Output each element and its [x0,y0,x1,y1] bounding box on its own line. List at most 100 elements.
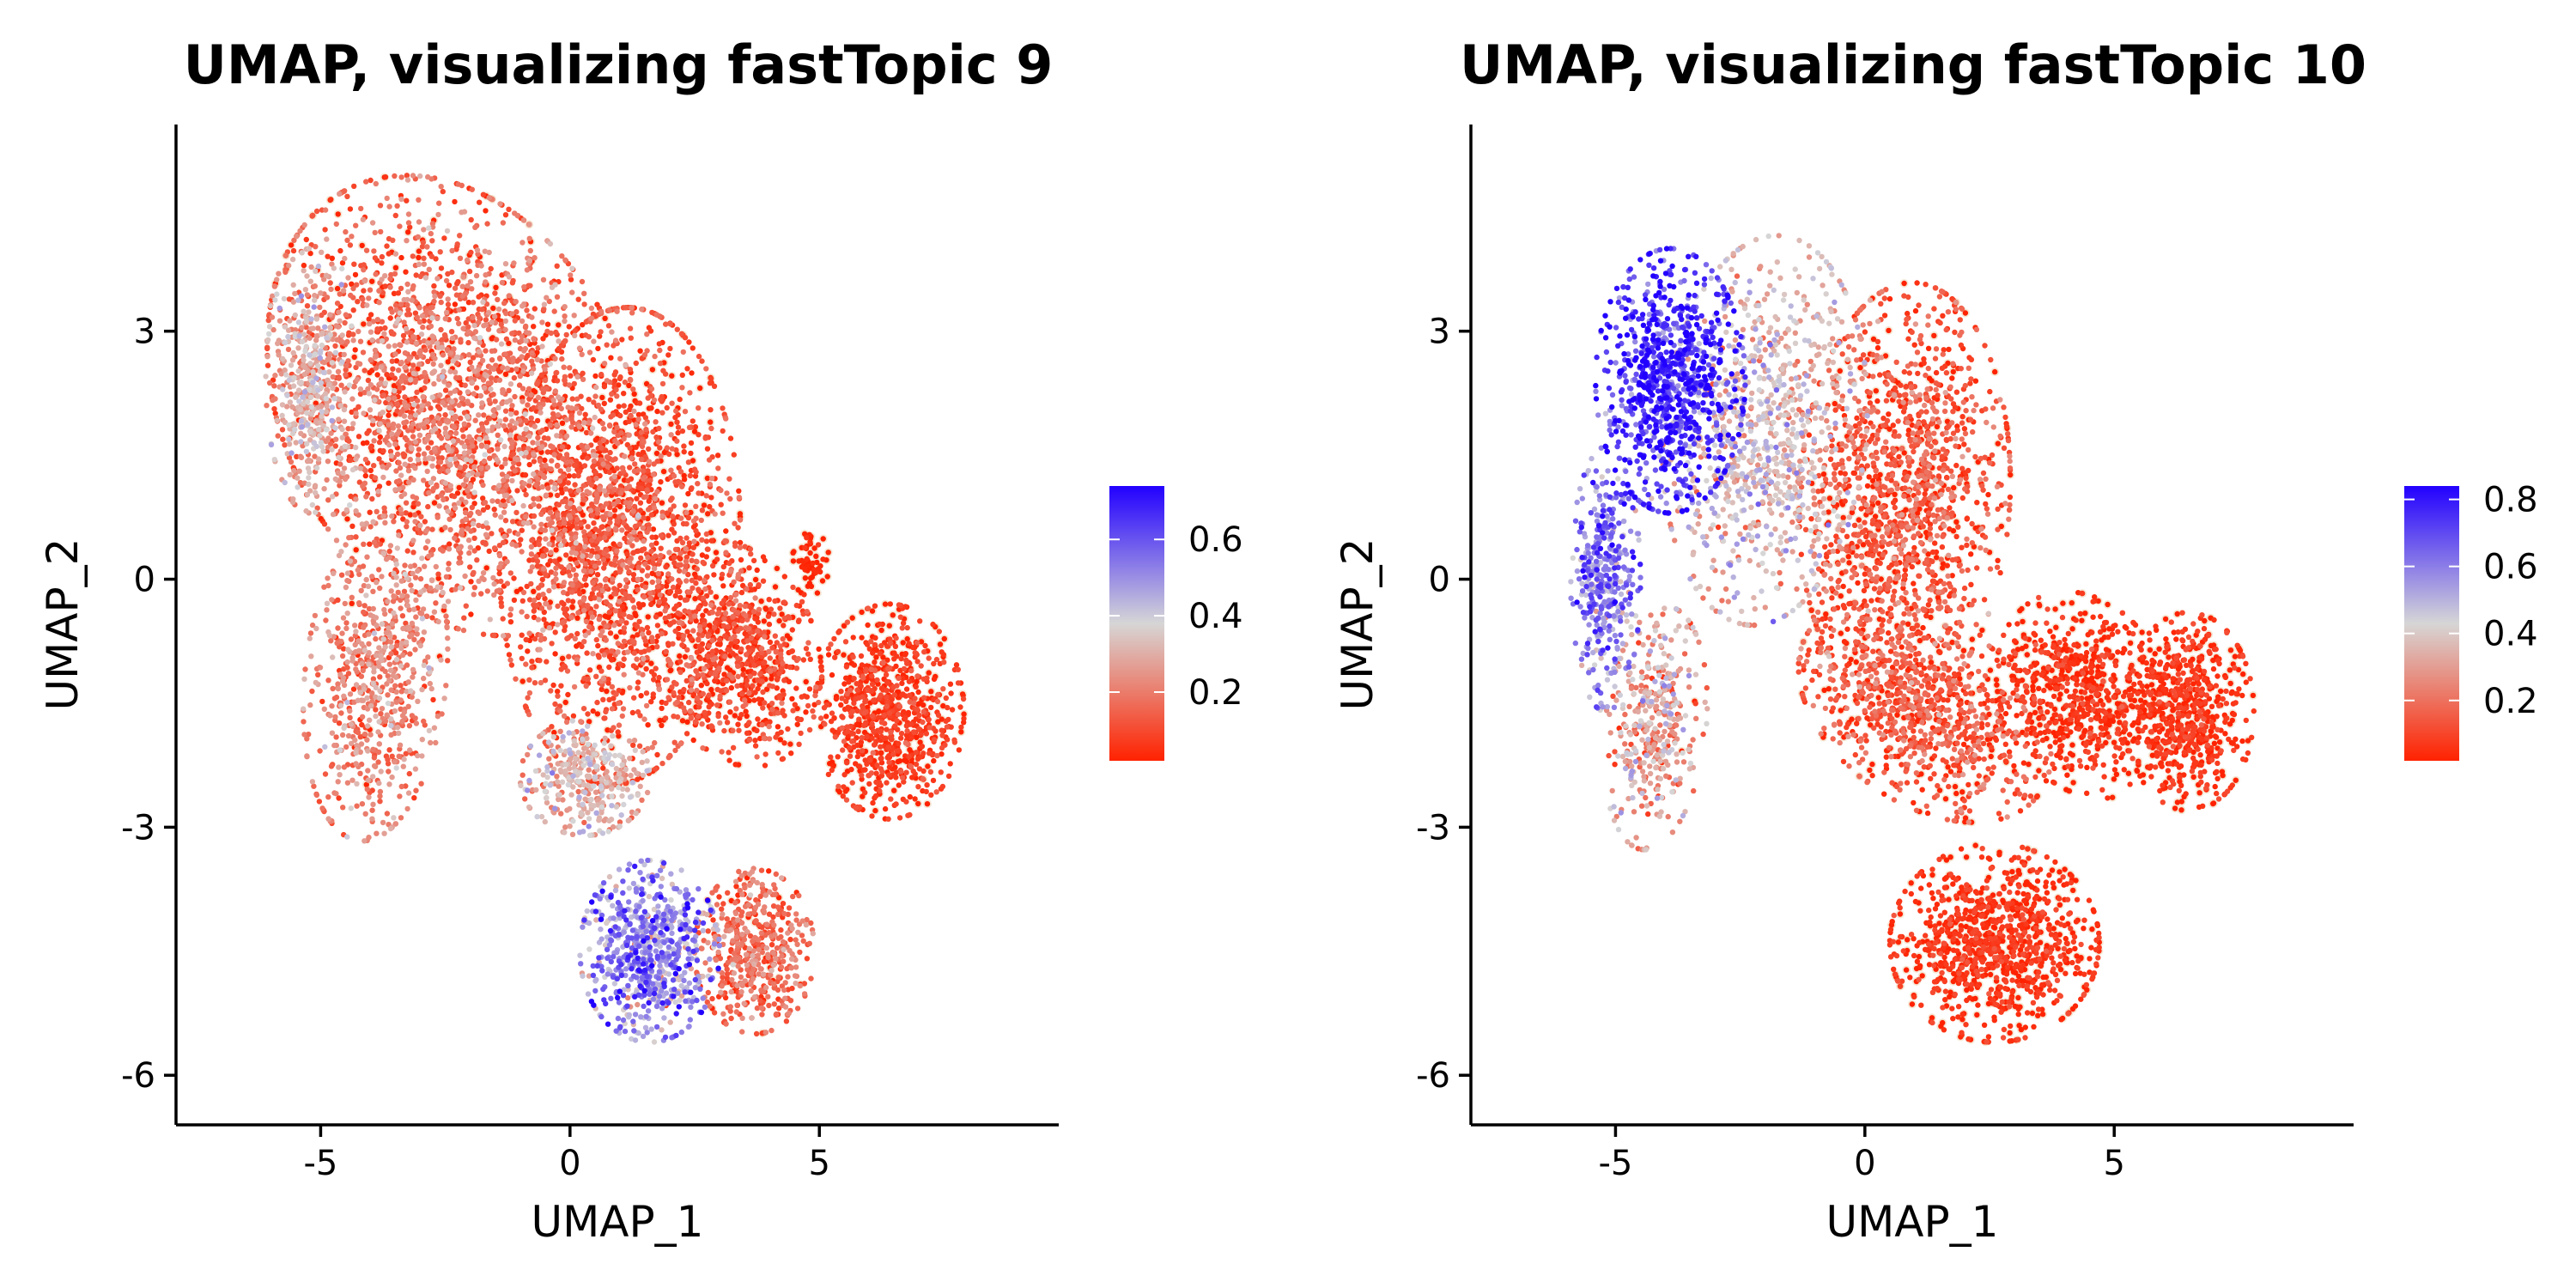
scatter-point [327,280,333,286]
scatter-point [810,708,816,714]
scatter-point [673,681,679,687]
scatter-point [679,642,685,648]
scatter-point [631,695,637,701]
scatter-point [877,651,884,657]
scatter-point [787,936,793,943]
scatter-point [831,635,837,642]
scatter-point [353,547,359,553]
scatter-point [648,601,654,608]
scatter-point [957,704,963,710]
scatter-point [724,916,730,922]
scatter-point [635,708,641,715]
scatter-point [630,572,637,578]
scatter-point [374,326,380,332]
scatter-point [552,629,558,635]
scatter-point [613,634,619,640]
scatter-point [653,434,659,440]
scatter-point [855,728,861,734]
scatter-point [633,360,639,367]
scatter-point [671,690,677,696]
scatter-point [919,744,925,750]
scatter-point [724,971,731,977]
scatter-point [686,339,692,345]
scatter-point [871,728,877,734]
scatter-point [510,451,517,457]
scatter-point [462,464,468,470]
scatter-point [451,493,458,500]
scatter-point [744,730,750,736]
scatter-point [842,639,849,645]
scatter-point [540,336,546,342]
scatter-point [404,312,410,318]
scatter-point [818,679,825,685]
scatter-point [778,729,784,735]
scatter-point [382,283,388,289]
scatter-point [700,612,706,618]
scatter-point [902,714,908,720]
scatter-point [429,238,435,244]
scatter-point [369,278,375,284]
scatter-point [733,884,739,890]
umap-panel-topic-9: UMAP, visualizing fastTopic 9 -5 0 5 -6-30… [38,33,1243,1247]
scatter-point [581,463,588,469]
scatter-point [920,702,927,708]
scatter-point [683,677,690,684]
scatter-point [416,254,422,261]
scatter-point [793,665,800,671]
scatter-point [732,762,738,768]
scatter-point [387,315,393,321]
scatter-point [662,715,669,721]
scatter-point [926,655,932,661]
scatter-point [628,335,634,341]
scatter-point [914,706,920,713]
scatter-point [878,642,884,649]
scatter-point [746,565,752,571]
scatter-point [502,518,509,524]
scatter-point [958,729,964,735]
scatter-point [606,664,612,671]
scatter-point [850,635,856,641]
scatter-point [804,535,810,541]
scatter-point [819,578,826,584]
scatter-point [673,603,680,609]
scatter-point [856,716,862,722]
scatter-point [538,372,544,378]
scatter-point [590,708,596,714]
scatter-point [750,683,756,689]
scatter-point [371,463,377,469]
scatter-point [377,799,383,805]
scatter-point [931,676,938,683]
scatter-point [592,470,598,476]
scatter-point [817,659,823,665]
scatter-point [613,386,619,393]
scatter-point [916,726,922,732]
scatter-point [760,578,767,584]
scatter-point [884,688,890,694]
scatter-point [862,767,868,773]
scatter-point [552,651,558,657]
scatter-point [511,374,518,381]
scatter-point [666,451,672,458]
scatter-point [643,665,649,672]
scatter-point [739,617,745,623]
scatter-point [777,695,783,701]
scatter-point [922,642,928,649]
scatter-point [795,618,802,624]
scatter-point [558,666,564,672]
scatter-point [638,693,644,699]
scatter-point [961,715,967,722]
scatter-point [561,605,567,612]
scatter-point [586,667,593,673]
scatter-point [844,760,850,766]
scatter-point [801,592,807,598]
scatter-point [702,435,708,441]
scatter-point [533,603,540,609]
scatter-point [956,747,963,753]
scatter-point [762,700,768,706]
scatter-point [860,748,866,754]
scatter-point [904,728,910,734]
scatter-point [607,397,614,403]
scatter-point [859,609,865,616]
scatter-point [614,465,620,471]
scatter-point [734,683,740,689]
